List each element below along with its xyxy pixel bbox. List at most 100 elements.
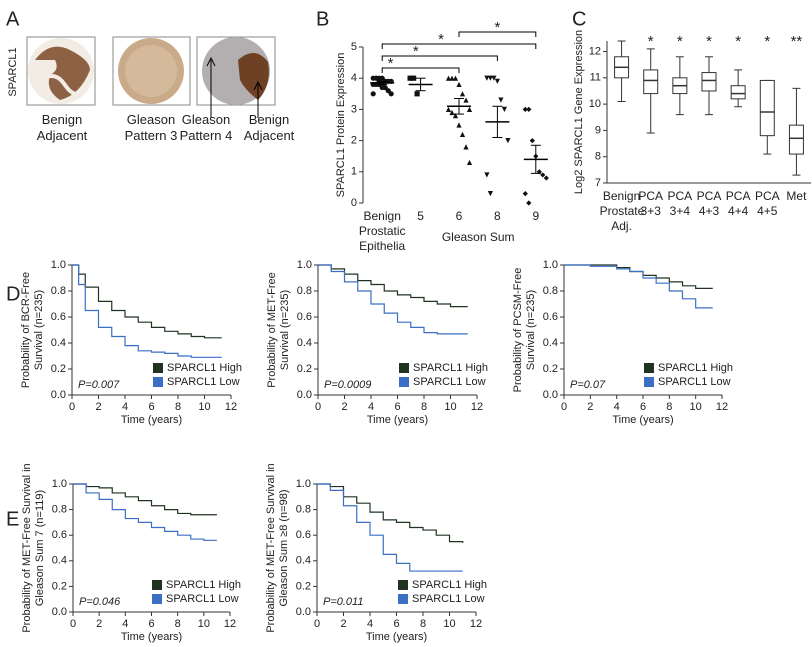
x-tick-label: 0 [69, 401, 75, 413]
y-tick-label: 12 [589, 45, 601, 57]
y-tick-label: 4 [351, 72, 357, 84]
legend-swatch [644, 363, 654, 373]
data-point [466, 159, 473, 166]
y-tick-label: 0.6 [297, 311, 312, 323]
y-axis-title: Probability of MET-Free Survival in [265, 463, 277, 632]
x-tick-label: PCA 4+4 [725, 189, 751, 218]
x-axis-title: Time (years) [121, 414, 182, 426]
legend-label: SPARCL1 High [658, 362, 733, 374]
y-axis-title: Probability of MET-Free [266, 272, 278, 388]
data-point [543, 175, 549, 181]
data-point [466, 106, 473, 112]
y-tick-label: 0.8 [52, 504, 67, 516]
legend-label: SPARCL1 Low [413, 376, 486, 388]
data-point [456, 81, 462, 88]
p-value: P=0.046 [79, 596, 121, 608]
x-tick-label: 5 [417, 209, 424, 223]
panel-label: A [6, 8, 20, 30]
data-point [463, 97, 469, 103]
x-tick-label: 8 [666, 401, 672, 413]
y-tick-label: 0.2 [297, 363, 312, 375]
y-tick-label: 0.6 [51, 311, 66, 323]
y-tick-label: 0.4 [543, 337, 558, 349]
x-tick-label: 0 [561, 401, 567, 413]
legend-label: SPARCL1 High [167, 362, 242, 374]
y-tick-label: 0.2 [296, 580, 311, 592]
data-point [459, 91, 466, 97]
significance-label: * [648, 33, 654, 50]
survival-curve [564, 264, 713, 309]
tissue-images [26, 36, 276, 118]
significance-label: * [677, 33, 683, 50]
data-point [452, 75, 459, 81]
y-tick-label: 0.0 [297, 389, 312, 401]
survival-curve [73, 483, 217, 516]
y-tick-label: 8 [595, 151, 601, 163]
tissue-stain [35, 46, 90, 100]
x-tick-label: 12 [470, 618, 482, 630]
legend-swatch [152, 580, 162, 590]
survival-curve [72, 264, 222, 339]
x-tick-label: 10 [444, 401, 456, 413]
y-tick-label: 11 [590, 72, 601, 84]
y-tick-label: 0.4 [52, 555, 67, 567]
y-axis-title: Survival (n=235) [279, 290, 291, 370]
panel-label: E [6, 508, 19, 530]
y-tick-label: 0.0 [296, 606, 311, 618]
data-point [463, 144, 469, 150]
x-tick-label: 2 [587, 401, 593, 413]
data-point [459, 131, 466, 137]
y-tick-label: 0.2 [543, 363, 558, 375]
y-tick-label: 10 [589, 98, 601, 110]
data-point [522, 191, 528, 197]
data-point [522, 106, 528, 112]
y-tick-label: 0.4 [296, 555, 311, 567]
y-tick-label: 0.8 [543, 285, 558, 297]
y-tick-label: 1.0 [543, 259, 558, 271]
data-point [445, 75, 452, 81]
box [701, 72, 717, 92]
x-tick-label: PCA 3+4 [667, 189, 693, 218]
y-tick-label: 0 [351, 197, 357, 209]
y-tick-label: 0.6 [52, 529, 67, 541]
data-point [411, 75, 417, 81]
survival-curve [317, 483, 464, 543]
data-point [505, 138, 511, 144]
legend-label: SPARCL1 Low [412, 593, 485, 605]
legend-label: SPARCL1 Low [167, 376, 240, 388]
x-tick-label: 8 [494, 209, 501, 223]
x-tick-label: 4 [122, 618, 128, 630]
p-value: P=0.011 [323, 596, 363, 608]
survival-curve [73, 483, 217, 541]
x-tick-label: Benign Prostatic Epithelia [358, 209, 406, 253]
y-tick-label: 1.0 [51, 259, 66, 271]
y-tick-label: 0.2 [51, 363, 66, 375]
significance-bracket [381, 67, 460, 73]
arrow-head [206, 56, 216, 67]
x-tick-label: 12 [224, 618, 236, 630]
y-tick-label: 0.0 [52, 606, 67, 618]
x-tick-label: 2 [96, 618, 102, 630]
significance-bracket [381, 43, 537, 49]
y-tick-label: 1.0 [297, 259, 312, 271]
x-tick-label: 2 [95, 401, 101, 413]
significance-label: * [764, 33, 770, 50]
tissue-stain [125, 45, 177, 97]
x-tick-label: 2 [340, 618, 346, 630]
data-point [449, 75, 455, 81]
data-point [388, 91, 394, 97]
y-tick-label: 1.0 [52, 478, 67, 490]
y-tick-label: 0.8 [51, 285, 66, 297]
x-tick-label: 6 [393, 618, 399, 630]
x-axis-title: Time (years) [612, 414, 673, 426]
y-axis-title: Probability of BCR-Free [20, 272, 32, 388]
data-point [484, 172, 490, 178]
data-point [491, 75, 497, 81]
legend-swatch [399, 363, 409, 373]
legend-label: SPARCL1 High [166, 579, 241, 591]
x-tick-label: Met [786, 189, 807, 203]
data-point [526, 200, 532, 206]
x-tick-label: 8 [421, 401, 427, 413]
